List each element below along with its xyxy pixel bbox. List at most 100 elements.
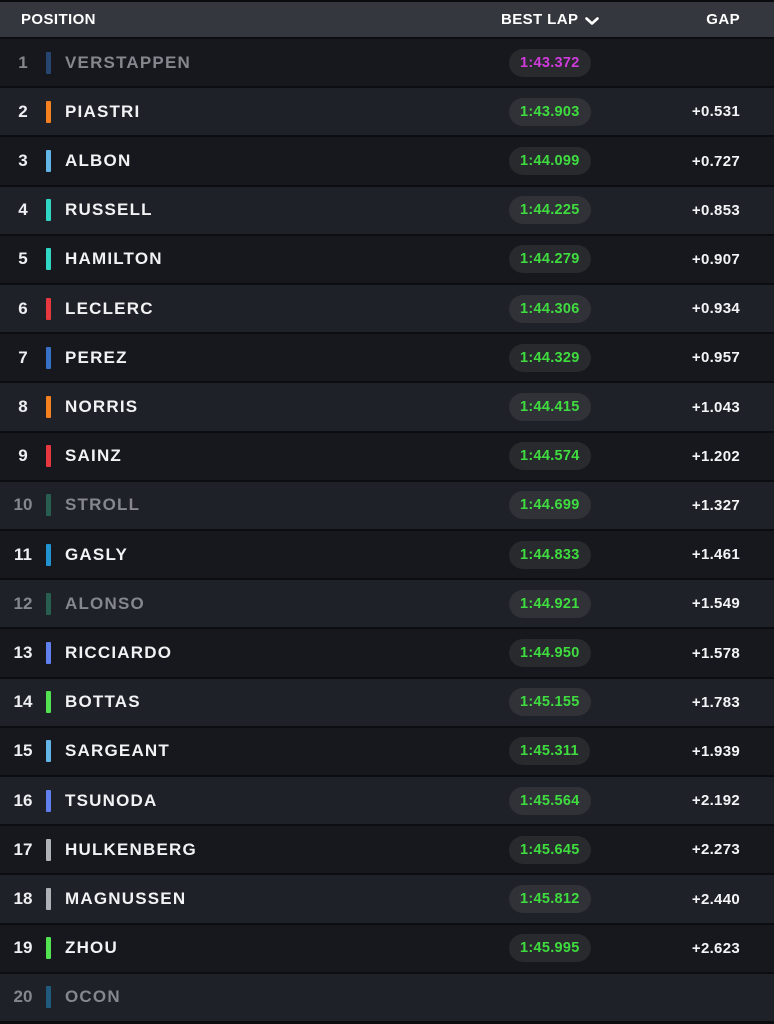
team-color-bar <box>46 937 51 960</box>
driver-name: SARGEANT <box>65 741 170 761</box>
driver-name: PEREZ <box>65 347 128 367</box>
position-number: 20 <box>13 987 33 1007</box>
team-color-bar <box>46 445 51 468</box>
driver-name: TSUNODA <box>65 790 158 810</box>
gap-cell: +0.531 <box>691 103 740 121</box>
best-lap-time-badge: 1:45.645 <box>509 835 591 864</box>
gap-cell: +1.043 <box>691 398 740 416</box>
team-color-bar <box>46 888 51 911</box>
position-number: 9 <box>18 446 28 466</box>
gap-cell: +2.440 <box>691 890 740 908</box>
driver-row[interactable]: 19 ZHOU 1:45.995 +2.623 <box>0 922 774 972</box>
gap-cell: +0.934 <box>691 300 740 318</box>
position-number: 16 <box>13 790 33 810</box>
best-lap-cell: 1:44.329 <box>509 343 659 372</box>
position-number: 4 <box>18 200 28 220</box>
best-lap-time-badge: 1:43.903 <box>509 97 591 126</box>
driver-name: NORRIS <box>65 397 139 417</box>
best-lap-cell: 1:44.699 <box>509 491 659 520</box>
driver-row[interactable]: 4 RUSSELL 1:44.225 +0.853 <box>0 184 774 234</box>
best-lap-time-badge: 1:44.699 <box>509 491 591 520</box>
position-number: 5 <box>18 249 28 269</box>
driver-name: STROLL <box>65 495 141 515</box>
best-lap-cell: 1:43.372 <box>509 48 659 77</box>
driver-row[interactable]: 10 STROLL 1:44.699 +1.327 <box>0 479 774 530</box>
best-lap-time-badge: 1:44.225 <box>509 196 591 225</box>
driver-row[interactable]: 2 PIASTRI 1:43.903 +0.531 <box>0 86 774 136</box>
driver-row[interactable]: 12 ALONSO 1:44.921 +1.549 <box>0 578 774 628</box>
driver-row[interactable]: 3 ALBON 1:44.099 +0.727 <box>0 135 774 185</box>
driver-name: ALONSO <box>65 593 145 613</box>
best-lap-cell: 1:44.950 <box>509 639 659 668</box>
position-column-header: POSITION <box>21 11 96 28</box>
team-color-bar <box>46 150 51 172</box>
best-lap-cell: 1:45.812 <box>509 885 659 914</box>
best-lap-cell: 1:44.833 <box>509 540 659 569</box>
gap-cell: +2.192 <box>691 792 740 810</box>
best-lap-time-badge: 1:44.950 <box>509 639 591 668</box>
gap-cell: +1.939 <box>691 742 740 760</box>
driver-row[interactable]: 20 OCON <box>0 971 774 1022</box>
position-number: 8 <box>18 397 28 417</box>
driver-row[interactable]: 16 TSUNODA 1:45.564 +2.192 <box>0 775 774 825</box>
driver-row[interactable]: 7 PEREZ 1:44.329 +0.957 <box>0 332 774 382</box>
position-number: 12 <box>13 593 33 613</box>
best-lap-cell: 1:45.995 <box>509 934 659 963</box>
gap-cell: +1.549 <box>691 595 740 613</box>
driver-row[interactable]: 5 HAMILTON 1:44.279 +0.907 <box>0 233 774 284</box>
driver-name: SAINZ <box>65 446 122 466</box>
gap-cell: +1.327 <box>691 496 740 514</box>
position-number: 2 <box>18 101 28 121</box>
position-number: 7 <box>18 347 28 367</box>
best-lap-time-badge: 1:44.329 <box>509 343 591 372</box>
best-lap-time-badge: 1:44.279 <box>509 245 591 274</box>
driver-name: HAMILTON <box>65 249 163 269</box>
driver-name: VERSTAPPEN <box>65 52 191 72</box>
driver-name: GASLY <box>65 544 129 564</box>
driver-row[interactable]: 18 MAGNUSSEN 1:45.812 +2.440 <box>0 873 774 923</box>
team-color-bar <box>46 51 51 74</box>
position-number: 17 <box>13 839 33 859</box>
position-number: 10 <box>13 495 33 515</box>
driver-name: HULKENBERG <box>65 839 197 859</box>
team-color-bar <box>46 248 51 271</box>
position-number: 13 <box>13 643 33 663</box>
position-number: 18 <box>13 889 33 909</box>
driver-name: RUSSELL <box>65 200 153 220</box>
best-lap-cell: 1:44.225 <box>509 196 659 225</box>
driver-name: MAGNUSSEN <box>65 889 187 909</box>
driver-row[interactable]: 15 SARGEANT 1:45.311 +1.939 <box>0 725 774 776</box>
gap-cell: +0.907 <box>691 250 740 268</box>
driver-row[interactable]: 9 SAINZ 1:44.574 +1.202 <box>0 430 774 480</box>
best-lap-time-badge: 1:45.812 <box>509 885 591 914</box>
team-color-bar <box>46 297 51 320</box>
position-number: 15 <box>13 741 33 761</box>
driver-row[interactable]: 1 VERSTAPPEN 1:43.372 <box>0 37 774 87</box>
driver-name: ZHOU <box>65 938 118 958</box>
team-color-bar <box>46 642 51 665</box>
team-color-bar <box>46 199 51 222</box>
position-number: 19 <box>13 938 33 958</box>
gap-cell: +2.273 <box>691 841 740 859</box>
gap-cell: +0.727 <box>691 152 740 170</box>
driver-name: BOTTAS <box>65 692 141 712</box>
best-lap-cell: 1:45.311 <box>509 737 659 766</box>
team-color-bar <box>46 346 51 369</box>
driver-row[interactable]: 13 RICCIARDO 1:44.950 +1.578 <box>0 627 774 677</box>
best-lap-sort-header[interactable]: BEST LAP <box>501 10 651 29</box>
team-color-bar <box>46 396 51 419</box>
best-lap-time-badge: 1:45.155 <box>509 688 591 717</box>
driver-row[interactable]: 14 BOTTAS 1:45.155 +1.783 <box>0 676 774 726</box>
driver-name: LECLERC <box>65 298 154 318</box>
best-lap-cell: 1:44.099 <box>509 147 659 175</box>
driver-row[interactable]: 17 HULKENBERG 1:45.645 +2.273 <box>0 824 774 874</box>
gap-cell: +1.461 <box>691 546 740 564</box>
gap-cell: +0.957 <box>691 349 740 367</box>
best-lap-cell: 1:44.306 <box>509 294 659 323</box>
best-lap-cell: 1:45.155 <box>509 688 659 717</box>
team-color-bar <box>46 100 51 123</box>
driver-row[interactable]: 6 LECLERC 1:44.306 +0.934 <box>0 283 774 333</box>
driver-row[interactable]: 11 GASLY 1:44.833 +1.461 <box>0 529 774 579</box>
driver-row[interactable]: 8 NORRIS 1:44.415 +1.043 <box>0 381 774 431</box>
